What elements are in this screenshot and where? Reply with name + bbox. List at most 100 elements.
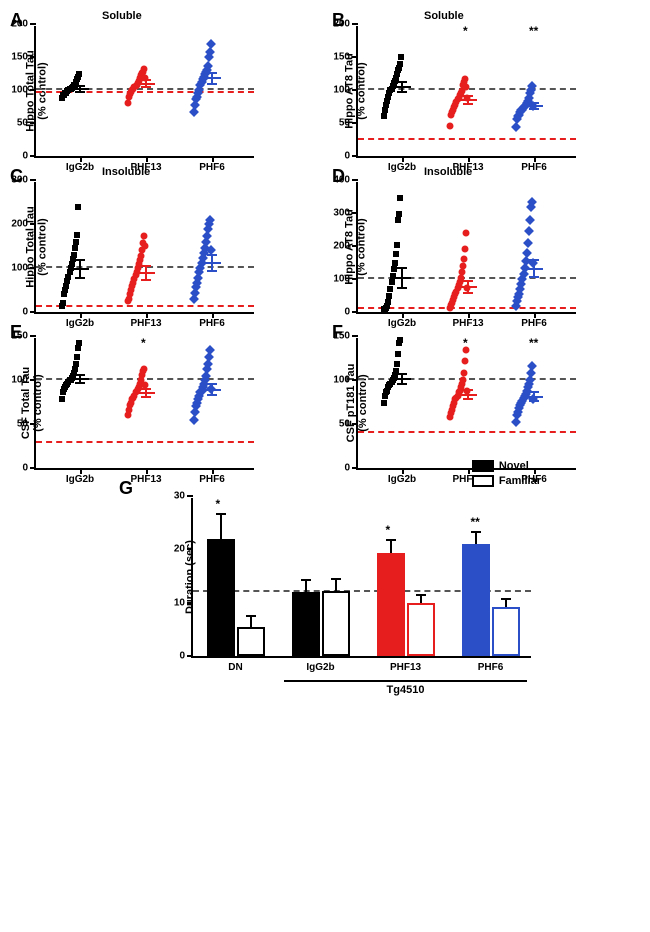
ytick-label: 100 xyxy=(11,263,28,274)
xtick-label: DN xyxy=(228,662,242,673)
data-point xyxy=(76,340,82,346)
panel-title: Soluble xyxy=(424,10,464,22)
bar-familiar xyxy=(492,607,520,656)
data-point xyxy=(398,54,404,60)
ytick-label: 50 xyxy=(17,118,28,129)
data-point xyxy=(125,100,132,107)
ytick-label: 20 xyxy=(174,544,185,555)
data-point xyxy=(73,361,79,367)
panel-label: G xyxy=(119,478,133,499)
data-point xyxy=(462,76,469,83)
data-point xyxy=(392,260,398,266)
ytick-label: 100 xyxy=(333,85,350,96)
significance-marker: * xyxy=(463,24,468,38)
data-point xyxy=(389,279,395,285)
data-point xyxy=(391,266,397,272)
data-point xyxy=(396,211,402,217)
bar-chart: Duration (sec)0102030NovelFamiliar*DNIgG… xyxy=(191,498,531,658)
data-point xyxy=(72,245,78,251)
data-point xyxy=(73,239,79,245)
ytick-label: 200 xyxy=(333,19,350,30)
significance-marker: * xyxy=(386,523,391,537)
ytick-label: 100 xyxy=(11,85,28,96)
ytick-label: 100 xyxy=(333,375,350,386)
data-point xyxy=(463,84,470,91)
panel-D: DInsolubleHippo AT8 Tau(% control)010020… xyxy=(332,166,640,314)
ytick-label: 300 xyxy=(11,175,28,186)
scatter-chart: Hippo Total Tau(% control)050100150200Ig… xyxy=(34,26,254,158)
significance-marker: * xyxy=(216,497,221,511)
data-point xyxy=(462,357,469,364)
panel-E: ECSF Total Tau(% control)050100150IgG2bP… xyxy=(10,322,318,470)
data-point xyxy=(387,286,393,292)
ytick-label: 200 xyxy=(333,241,350,252)
panel-C: CInsolubleHippo Total Tau(% control)0100… xyxy=(10,166,318,314)
ytick-label: 100 xyxy=(333,274,350,285)
significance-marker: ** xyxy=(529,336,538,350)
bar-novel xyxy=(207,539,235,656)
ytick-label: 200 xyxy=(11,219,28,230)
data-point xyxy=(395,351,401,357)
ytick-label: 50 xyxy=(339,419,350,430)
data-point xyxy=(525,215,535,225)
data-point xyxy=(141,366,148,373)
data-point xyxy=(59,396,65,402)
data-point xyxy=(381,113,387,119)
data-point xyxy=(462,246,469,253)
ytick-label: 0 xyxy=(344,151,350,162)
ytick-label: 0 xyxy=(344,463,350,474)
data-point xyxy=(65,274,71,280)
significance-marker: ** xyxy=(471,515,480,529)
ytick-label: 150 xyxy=(333,331,350,342)
scatter-chart: Hippo Total Tau(% control)0100200300IgG2… xyxy=(34,182,254,314)
scatter-chart: CSF Total Tau(% control)050100150IgG2bPH… xyxy=(34,338,254,470)
data-point xyxy=(397,61,403,67)
ytick-label: 100 xyxy=(11,375,28,386)
data-point xyxy=(461,369,468,376)
bar-novel xyxy=(462,544,490,656)
ytick-label: 0 xyxy=(22,463,28,474)
data-point xyxy=(60,300,66,306)
xtick-label: PHF6 xyxy=(478,662,504,673)
bar-familiar xyxy=(322,591,350,656)
significance-marker: * xyxy=(141,336,146,350)
bar-familiar xyxy=(407,603,435,656)
bar-novel xyxy=(377,553,405,656)
data-point xyxy=(141,65,148,72)
significance-marker: ** xyxy=(529,24,538,38)
ytick-label: 50 xyxy=(339,118,350,129)
xtick-label: PHF13 xyxy=(390,662,421,673)
data-point xyxy=(524,227,534,237)
bar-familiar xyxy=(237,627,265,656)
significance-marker: * xyxy=(463,336,468,350)
data-point xyxy=(461,256,468,263)
ytick-label: 0 xyxy=(179,651,185,662)
ytick-label: 150 xyxy=(333,52,350,63)
ytick-label: 150 xyxy=(11,52,28,63)
legend-label: Novel xyxy=(499,460,529,472)
scatter-chart: Hippo AT8 Tau(% control)0100200300400IgG… xyxy=(356,182,576,314)
ytick-label: 200 xyxy=(11,19,28,30)
data-point xyxy=(463,229,470,236)
data-point xyxy=(395,217,401,223)
data-point xyxy=(397,337,403,343)
ytick-label: 0 xyxy=(344,307,350,318)
scatter-chart: Hippo AT8 Tau(% control)050100150200IgG2… xyxy=(356,26,576,158)
ytick-label: 30 xyxy=(174,491,185,502)
data-point xyxy=(523,238,533,248)
panel-title: Insoluble xyxy=(424,166,472,178)
data-point xyxy=(386,293,392,299)
legend-label: Familiar xyxy=(499,475,541,487)
data-point xyxy=(381,400,387,406)
ytick-label: 300 xyxy=(333,208,350,219)
data-point xyxy=(385,299,391,305)
data-point xyxy=(459,377,466,384)
bar-novel xyxy=(292,592,320,656)
scatter-chart: CSF pT181 Tau(% control)050100150IgG2bPH… xyxy=(356,338,576,470)
data-point xyxy=(75,345,81,351)
data-point xyxy=(71,252,77,258)
panel-B: BSolubleHippo AT8 Tau(% control)05010015… xyxy=(332,10,640,158)
xtick-label: IgG2b xyxy=(66,474,94,485)
data-point xyxy=(393,251,399,257)
data-point xyxy=(394,242,400,248)
